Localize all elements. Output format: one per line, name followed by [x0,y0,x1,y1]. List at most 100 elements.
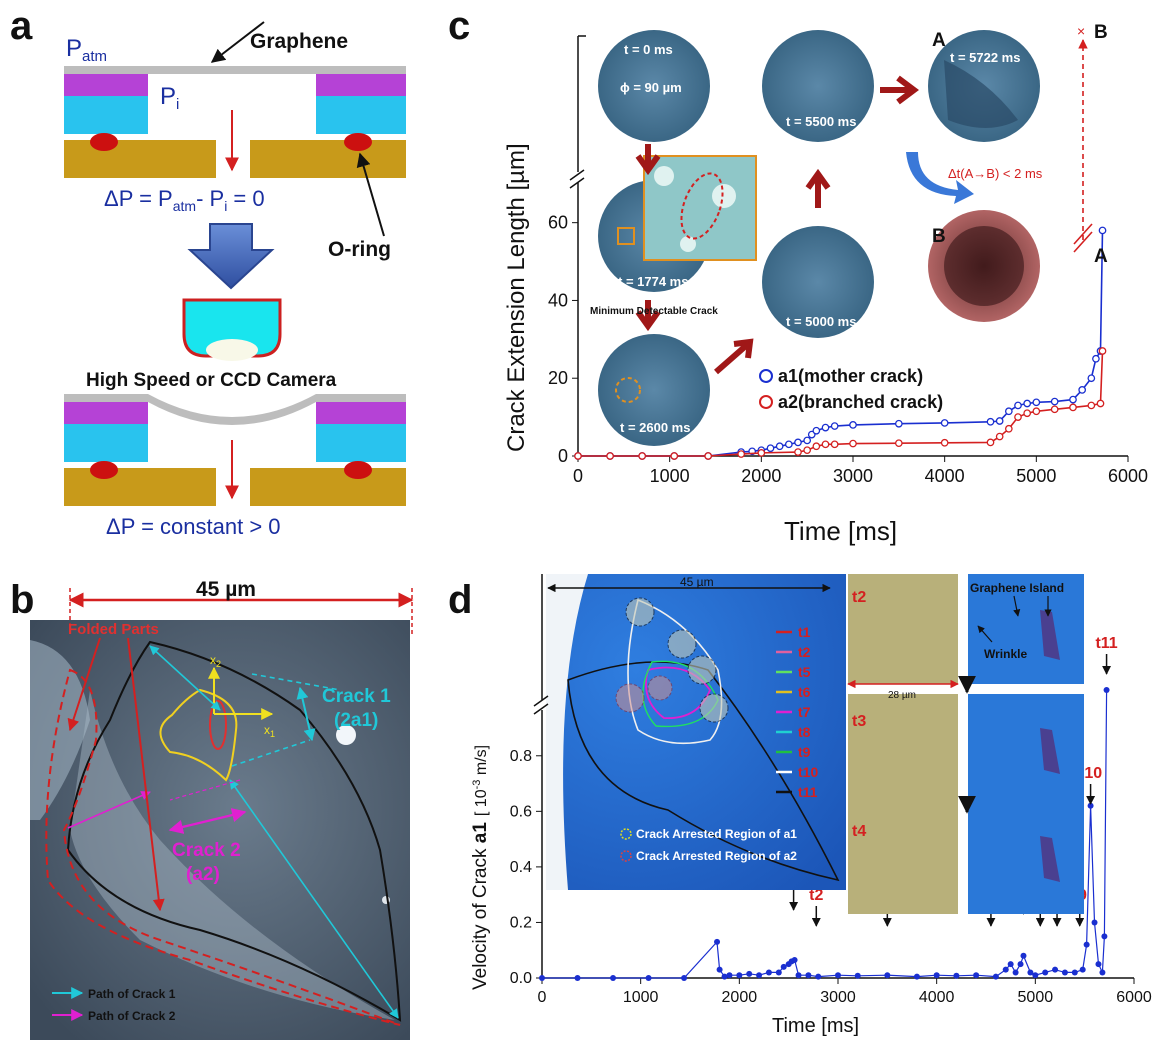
inset-scale-label: 45 µm [680,575,714,589]
point-a1 [803,436,812,445]
panel-a-schematic: Patm Graphene Pi ΔP = Patm- Pi = 0 O-rin… [64,21,406,539]
point-a2 [995,432,1004,441]
panel-c-series [574,226,1107,460]
frame-A-label: A [932,30,946,51]
inset-legend-label: t1 [798,624,811,640]
frame-t3-blue [968,694,1084,804]
point-a1 [1098,226,1107,235]
point-a2 [830,440,839,449]
frame-t5722 [928,30,1040,142]
velocity-point [1052,966,1059,973]
panel-d-xtick-label: 0 [538,989,547,1006]
crack2-sub: (a2) [186,864,220,885]
frame-t0 [598,30,710,142]
point-a2 [1014,413,1022,421]
point-a2 [606,452,614,460]
arrow-diag [714,338,754,375]
layer-purple-right [316,74,406,96]
legend-path-crack2: Path of Crack 2 [88,1009,176,1023]
panel-d-xtick-label: 5000 [1018,989,1054,1006]
frame-t2600 [598,334,710,446]
oring-left [90,133,118,151]
wrinkle-label: Wrinkle [984,647,1027,661]
point-a1 [821,423,830,432]
point-a2 [670,452,679,460]
panel-d-xtick-label: 1000 [623,989,659,1006]
frame-t5500-label: t = 5500 ms [786,114,856,129]
panel-c-ytick-label: 60 [548,213,568,233]
velocity-point [933,972,940,979]
frame-t0-label: t = 0 ms [624,42,673,57]
panel-d-xtick-label: 2000 [722,989,758,1006]
camera-icon [182,298,282,358]
velocity-point [574,975,581,981]
p-i-label: Pi [160,83,179,113]
frame-t1774 [598,155,757,292]
graphene-pointer [210,21,265,63]
point-a1 [1087,374,1096,383]
marker-label-t10: t10 [1079,765,1102,782]
frame-t3-label: t3 [852,713,866,730]
panel-c-axes: 0 1000 2000 3000 4000 5000 6000 0 20 40 60 [548,35,1148,486]
point-a2 [1023,409,1032,418]
point-a2 [1069,403,1077,412]
point-a1 [1050,397,1059,406]
velocity-point [756,972,763,979]
frame-t2-label: t2 [852,589,866,606]
velocity-point [736,972,743,979]
arrow-up [805,168,831,208]
velocity-point [884,972,891,979]
inset-legend-label: t8 [798,724,811,740]
panel-label-a: a [10,4,33,48]
velocity-point [835,972,841,979]
point-a2 [1032,407,1041,416]
panel-d-xtick-label: 6000 [1116,989,1152,1006]
point-a2 [757,449,766,457]
graphene-label: Graphene [250,30,348,53]
crack1-sub: (2a1) [334,710,378,731]
velocity-point [765,969,772,976]
velocity-point [539,975,545,981]
arrest-a2-marker [620,850,632,862]
dt-label: Δt(A→B) < 2 ms [948,166,1043,181]
point-a2 [849,439,857,448]
velocity-point [913,973,920,980]
point-a1 [1032,398,1041,407]
point-a2 [821,440,830,449]
crack2-label: Crack 2 [172,840,241,861]
point-a2 [940,438,949,447]
legend-a1-marker [759,369,773,383]
point-a1 [849,421,857,429]
graphene-island-label: Graphene Island [970,581,1064,595]
point-a2 [704,452,713,460]
velocity-point [1091,919,1098,926]
marker-label-t2: t2 [809,887,823,904]
point-a2 [574,452,582,460]
end-B-label: B [1094,22,1108,43]
velocity-point [1020,952,1027,959]
panel-d-ytick-label: 0.4 [510,859,532,876]
point-a2 [812,442,821,451]
frame-B-label: B [932,226,946,247]
velocity-point [992,973,999,980]
frame-B [928,210,1040,322]
panel-d-ytick-label: 0.6 [510,803,532,820]
point-a1 [1014,401,1022,410]
base-left [64,140,216,178]
velocity-point [1002,966,1009,973]
arrest-a1-label: Crack Arrested Region of a1 [636,827,797,841]
arrest-a2-label: Crack Arrested Region of a2 [636,849,797,863]
inset-crack-map [546,574,846,890]
velocity-point [1017,961,1024,968]
velocity-point [780,963,787,970]
point-a1 [766,444,775,453]
point-a2 [1096,399,1105,408]
panel-c-ytick-label: 20 [548,368,568,388]
velocity-point [726,972,733,979]
velocity-point [1099,969,1106,976]
point-a1 [812,426,821,435]
velocity-point [1027,969,1034,976]
velocity-point [1103,687,1110,693]
point-a2 [794,448,802,456]
x1-label: x1 [264,723,275,739]
